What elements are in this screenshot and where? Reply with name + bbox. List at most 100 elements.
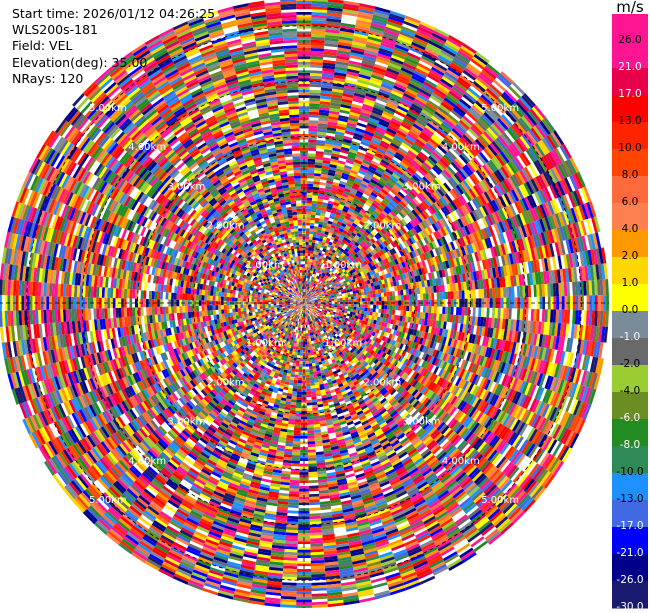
- range-gate: [373, 305, 376, 309]
- range-gate: [486, 288, 489, 298]
- range-gate: [305, 270, 307, 273]
- range-gate: [306, 231, 310, 234]
- range-gate: [307, 170, 314, 173]
- range-gate: [387, 305, 390, 310]
- range-gate: [411, 312, 414, 318]
- range-gate: [301, 184, 307, 187]
- range-gate: [451, 299, 454, 307]
- range-gate: [395, 305, 398, 310]
- range-gate: [306, 234, 310, 237]
- range-gate: [370, 298, 373, 302]
- range-gate: [353, 310, 356, 313]
- range-gate: [376, 309, 379, 313]
- range-gate: [308, 162, 316, 165]
- range-gate: [348, 299, 351, 302]
- range-gate: [439, 292, 442, 299]
- range-gate: [307, 181, 314, 184]
- range-gate: [529, 297, 532, 309]
- range-gate: [396, 301, 399, 306]
- range-gate: [345, 306, 348, 309]
- range-gate: [307, 203, 312, 206]
- range-gate: [515, 297, 518, 308]
- range-gate: [306, 225, 310, 228]
- range-gate: [373, 297, 376, 301]
- range-gate: [309, 242, 312, 245]
- range-gate: [299, 101, 310, 104]
- range-gate: [340, 300, 343, 302]
- range-gate: [378, 309, 381, 313]
- range-gate: [368, 298, 371, 302]
- range-gate: [475, 289, 478, 298]
- range-gate: [343, 298, 346, 300]
- range-gate: [351, 307, 354, 310]
- range-gate: [445, 307, 448, 315]
- range-gate: [373, 308, 376, 312]
- range-gate: [365, 295, 368, 299]
- range-gate: [354, 304, 357, 307]
- range-gate: [334, 305, 337, 307]
- range-gate: [431, 306, 434, 313]
- range-gate: [464, 307, 467, 316]
- range-gate: [309, 120, 319, 123]
- range-gate: [303, 261, 305, 264]
- range-gate: [323, 301, 326, 302]
- range-gate: [456, 291, 459, 299]
- range-gate: [311, 217, 316, 220]
- range-gate: [462, 290, 465, 299]
- range-gate: [356, 296, 359, 299]
- range-gate: [423, 300, 426, 306]
- range-gate: [451, 291, 454, 299]
- range-gate: [311, 209, 316, 212]
- range-gate: [310, 220, 315, 223]
- range-gate: [309, 239, 313, 242]
- range-gate: [305, 259, 307, 262]
- range-gate: [426, 306, 429, 313]
- range-gate: [311, 251, 314, 254]
- range-gate: [334, 304, 337, 306]
- range-gate: [370, 305, 373, 309]
- range-gate: [332, 302, 335, 304]
- range-gate: [308, 164, 315, 167]
- range-gate: [398, 295, 401, 300]
- range-gate: [307, 262, 309, 265]
- range-gate: [309, 234, 313, 237]
- range-gate: [459, 291, 462, 299]
- range-gate: [348, 307, 351, 310]
- range-gate: [509, 308, 512, 319]
- range-gate: [343, 306, 346, 308]
- range-gate: [362, 298, 365, 301]
- range-gate: [376, 297, 379, 301]
- range-gate: [381, 297, 384, 301]
- range-gate: [384, 309, 387, 314]
- range-gate: [306, 245, 309, 248]
- range-gate: [306, 220, 310, 223]
- range-gate: [356, 307, 359, 310]
- range-gate: [310, 84, 322, 87]
- range-gate: [473, 290, 476, 299]
- range-gate: [390, 305, 393, 310]
- range-gate: [426, 293, 429, 300]
- range-gate: [398, 290, 401, 295]
- range-gate: [310, 254, 313, 257]
- range-gate: [309, 237, 313, 240]
- range-gate: [404, 306, 407, 311]
- range-gate: [334, 300, 337, 302]
- range-gate: [398, 310, 401, 315]
- range-gate: [362, 295, 365, 298]
- range-gate: [365, 308, 368, 312]
- range-gate: [364, 291, 367, 295]
- range-gate: [448, 292, 451, 300]
- range-gate: [307, 176, 314, 179]
- range-gate: [309, 126, 318, 129]
- range-gate: [301, 198, 307, 201]
- range-gate: [309, 115, 319, 118]
- range-gate: [462, 307, 465, 316]
- range-gate: [307, 184, 313, 187]
- range-gate: [306, 209, 311, 212]
- range-gate: [361, 311, 364, 315]
- range-gate: [299, 128, 308, 131]
- range-gate: [300, 156, 308, 159]
- range-gate: [486, 308, 489, 318]
- range-gate: [348, 304, 351, 307]
- range-gate: [401, 306, 404, 311]
